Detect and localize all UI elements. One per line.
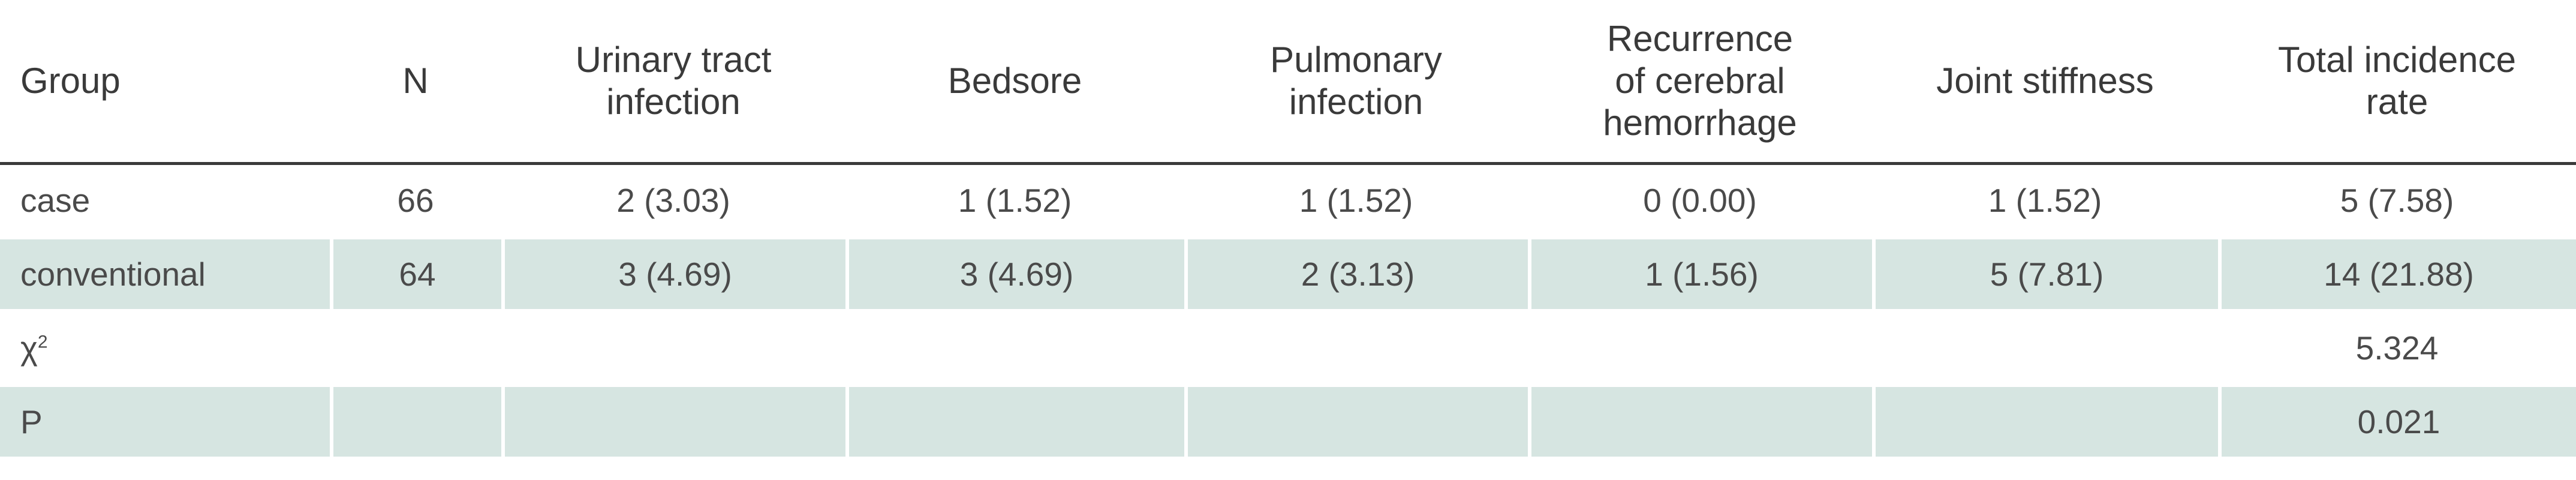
header-recurrence-cerebral-hemorrhage: Recurrence of cerebral hemorrhage: [1528, 0, 1872, 165]
header-bedsore: Bedsore: [845, 0, 1184, 165]
cell-recurrence: 1 (1.56): [1528, 236, 1872, 313]
cell-bedsore: [845, 313, 1184, 383]
cell-pulmonary-infection: 2 (3.13): [1184, 236, 1528, 313]
header-total-incidence-rate: Total incidence rate: [2218, 0, 2576, 165]
header-group-line-1: Group: [20, 61, 121, 101]
cell-recurrence: 0 (0.00): [1643, 182, 1757, 219]
table-header: Group N Urinary tract infection Bedsore …: [0, 0, 2576, 165]
header-recurrence-line-2: of cerebral: [1615, 61, 1785, 101]
cell-total-incidence: 0.021: [2218, 383, 2576, 460]
cell-urinary-tract-infection: [501, 313, 845, 383]
table-body: case 66 2 (3.03) 1 (1.52) 1 (1.52) 0 (0.…: [0, 165, 2576, 460]
cell-pulmonary-infection: 1 (1.52): [1299, 182, 1413, 219]
header-uti-line-2: infection: [606, 82, 741, 122]
cell-recurrence: [1528, 313, 1872, 383]
cell-total-incidence: 5 (7.58): [2340, 182, 2454, 219]
cell-n: 64: [330, 236, 501, 313]
cell-bedsore: [845, 383, 1184, 460]
header-pulmonary-infection: Pulmonary infection: [1184, 0, 1528, 165]
cell-n: [330, 383, 501, 460]
cell-joint-stiffness: [1872, 383, 2218, 460]
header-row: Group N Urinary tract infection Bedsore …: [0, 0, 2576, 165]
cell-p-label: P: [0, 383, 330, 460]
header-bedsore-line-1: Bedsore: [947, 61, 1082, 101]
cell-bedsore: 3 (4.69): [845, 236, 1184, 313]
cell-n: 66: [397, 182, 434, 219]
header-urinary-tract-infection: Urinary tract infection: [501, 0, 845, 165]
header-recurrence-line-1: Recurrence: [1606, 19, 1793, 59]
header-uti-line-1: Urinary tract: [575, 40, 772, 80]
table-row-conventional: conventional 64 3 (4.69) 3 (4.69) 2 (3.1…: [0, 236, 2576, 313]
cell-group: conventional: [0, 236, 330, 313]
table-row-chi-square: χ2 5.324: [0, 313, 2576, 383]
header-n-line-1: N: [402, 61, 429, 101]
header-total-line-2: rate: [2366, 82, 2428, 122]
chi-symbol: χ: [20, 329, 38, 367]
table-row-case: case 66 2 (3.03) 1 (1.52) 1 (1.52) 0 (0.…: [0, 165, 2576, 236]
cell-bedsore: 1 (1.52): [958, 182, 1072, 219]
cell-joint-stiffness: 5 (7.81): [1872, 236, 2218, 313]
header-joint-stiffness: Joint stiffness: [1872, 0, 2218, 165]
header-group: Group: [0, 0, 330, 165]
cell-pulmonary-infection: [1184, 313, 1528, 383]
header-recurrence-line-3: hemorrhage: [1603, 103, 1797, 143]
header-pulmonary-line-2: infection: [1289, 82, 1424, 122]
header-pulmonary-line-1: Pulmonary: [1270, 40, 1442, 80]
cell-urinary-tract-infection: 3 (4.69): [501, 236, 845, 313]
cell-joint-stiffness: [1872, 313, 2218, 383]
table-row-p-value: P 0.021: [0, 383, 2576, 460]
header-joint-line-1: Joint stiffness: [1936, 61, 2154, 101]
cell-total-incidence: 5.324: [2355, 329, 2439, 367]
cell-pulmonary-infection: [1184, 383, 1528, 460]
cell-group: case: [20, 182, 91, 219]
cell-joint-stiffness: 1 (1.52): [1988, 182, 2102, 219]
cell-recurrence: [1528, 383, 1872, 460]
cell-urinary-tract-infection: 2 (3.03): [616, 182, 730, 219]
header-n: N: [330, 0, 501, 165]
header-total-line-1: Total incidence: [2278, 40, 2516, 80]
incidence-table: Group N Urinary tract infection Bedsore …: [0, 0, 2576, 460]
chi-superscript: 2: [37, 332, 48, 352]
cell-urinary-tract-infection: [501, 383, 845, 460]
cell-n: [330, 313, 501, 383]
cell-chi-square-label: χ2: [0, 313, 330, 383]
cell-total-incidence: 14 (21.88): [2218, 236, 2576, 313]
